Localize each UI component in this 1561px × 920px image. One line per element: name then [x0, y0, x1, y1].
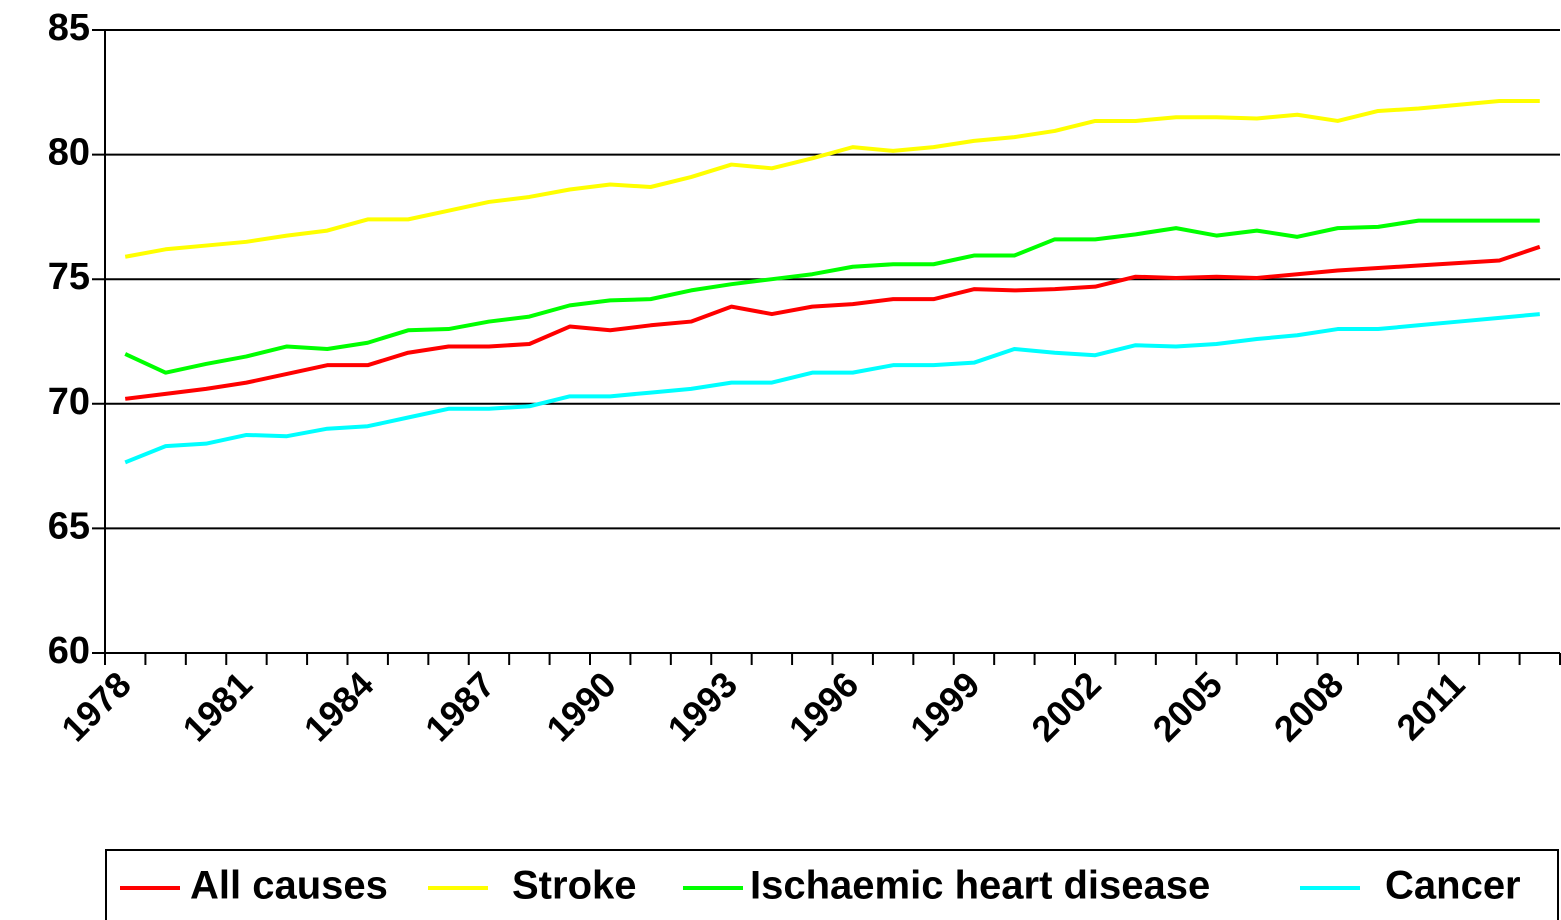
- legend-label: Ischaemic heart disease: [750, 864, 1210, 908]
- x-tick-label: 1984: [296, 664, 382, 750]
- legend-label: Stroke: [512, 864, 637, 908]
- y-tick-label: 65: [48, 505, 90, 547]
- x-tick-label: 1996: [781, 664, 867, 750]
- series-line: [124, 99, 1540, 259]
- x-tick-label: 1999: [902, 664, 988, 750]
- y-tick-label: 85: [48, 7, 90, 49]
- series-line: [124, 218, 1540, 375]
- series-line: [124, 244, 1541, 401]
- series-line: [124, 312, 1540, 465]
- legend-label: Cancer: [1385, 864, 1521, 908]
- x-tick-label: 1981: [174, 664, 260, 750]
- y-tick-label: 80: [48, 132, 90, 174]
- legend-box: [105, 849, 1559, 920]
- y-tick-label: 70: [48, 381, 90, 423]
- x-tick-label: 2011: [1388, 664, 1472, 748]
- legend-label: All causes: [190, 864, 388, 908]
- x-tick-label: 1993: [659, 664, 745, 750]
- x-tick-label: 2002: [1023, 664, 1109, 750]
- y-tick-label: 60: [48, 630, 90, 672]
- x-tick-label: 2008: [1266, 664, 1352, 750]
- x-tick-label: 2005: [1144, 664, 1230, 750]
- x-tick-label: 1978: [53, 664, 139, 750]
- y-tick-label: 75: [48, 256, 90, 298]
- x-tick-label: 1990: [538, 664, 624, 750]
- x-tick-label: 1987: [417, 664, 503, 750]
